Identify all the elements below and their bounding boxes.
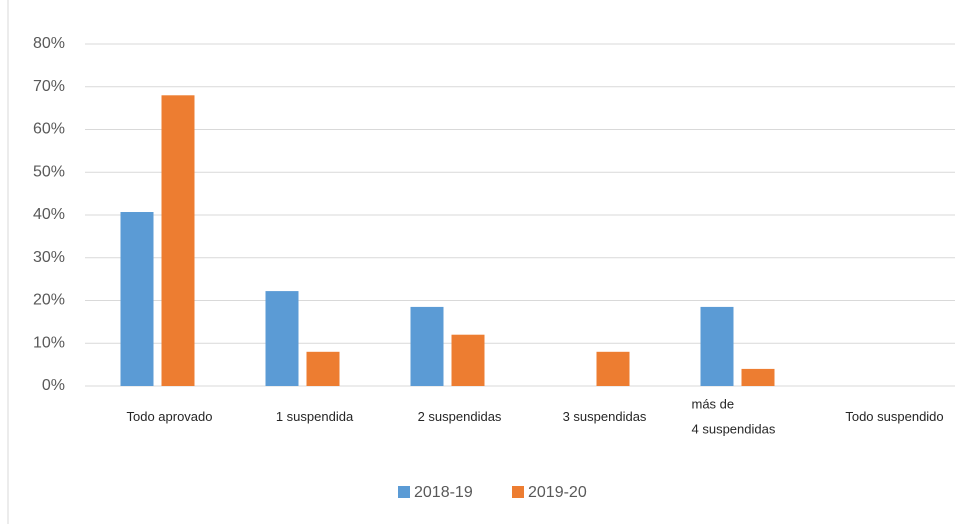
x-tick-label-line: más de (692, 397, 735, 412)
y-tick-label: 30% (33, 249, 65, 266)
x-tick-label-line: 4 suspendidas (692, 422, 776, 437)
y-tick-label: 40% (33, 206, 65, 223)
x-tick-label: más de 4 suspendidas (692, 397, 776, 437)
bar (161, 95, 195, 387)
legend-label: 2018-19 (414, 484, 473, 501)
y-tick-label: 80% (33, 35, 65, 52)
bar (700, 306, 734, 386)
x-tick-label: Todo suspendido (845, 409, 943, 424)
y-tick-label: 20% (33, 292, 65, 309)
bar (596, 351, 630, 386)
y-tick-label: 70% (33, 78, 65, 95)
x-tick-label: 3 suspendidas (563, 409, 647, 424)
y-tick-label: 60% (33, 121, 65, 138)
x-tick-label: 2 suspendidas (418, 409, 502, 424)
y-tick-label: 10% (33, 334, 65, 351)
x-tick-label-line: 3 suspendidas (563, 409, 647, 424)
bar (306, 351, 340, 386)
x-tick-label: 1 suspendida (276, 409, 354, 424)
x-tick-label-line: 2 suspendidas (418, 409, 502, 424)
legend-swatch (512, 486, 524, 498)
x-tick-label-line: Todo aprovado (126, 409, 212, 424)
x-tick-label: Todo aprovado (126, 409, 212, 424)
bar (741, 368, 775, 386)
x-tick-label-line: Todo suspendido (845, 409, 943, 424)
legend-swatch (398, 486, 410, 498)
y-tick-label: 50% (33, 163, 65, 180)
bar (265, 291, 299, 386)
legend-label: 2019-20 (528, 484, 587, 501)
bar (451, 334, 485, 386)
bar (410, 306, 444, 386)
x-tick-label-line: 1 suspendida (276, 409, 354, 424)
y-tick-label: 0% (42, 377, 65, 394)
bar (120, 212, 154, 386)
